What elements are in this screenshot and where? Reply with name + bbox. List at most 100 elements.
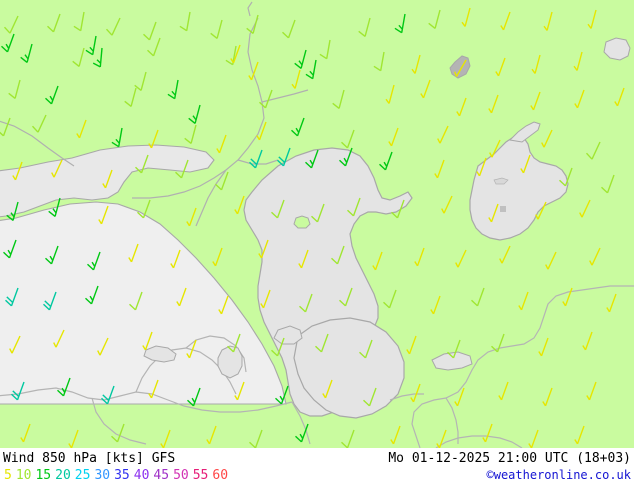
barb-shaft [252, 14, 259, 34]
wind-barb [373, 51, 385, 72]
island-peninsula [508, 121, 541, 143]
barb-flag [601, 186, 608, 194]
wind-barb [216, 134, 227, 154]
barb-flag [311, 215, 318, 223]
barb-shaft [250, 61, 259, 81]
wind-barb [277, 147, 291, 167]
barb-shaft [457, 249, 467, 268]
wind-barb [545, 251, 557, 270]
barb-shaft [520, 291, 529, 311]
wind-barb [520, 154, 531, 174]
wind-barb [260, 289, 271, 309]
barb-shaft [616, 87, 625, 107]
barb-shaft [490, 94, 499, 114]
wind-barb [315, 333, 329, 353]
wind-barb [538, 337, 549, 357]
wind-barb [187, 387, 201, 407]
wind-barb [587, 9, 597, 29]
barb-shaft [104, 169, 113, 189]
barb-shaft [414, 54, 421, 74]
sea-region-north [0, 144, 215, 218]
barb-flag [279, 395, 284, 401]
wind-barb [579, 199, 591, 218]
barb-shaft [92, 35, 97, 55]
wind-barb [57, 377, 71, 397]
barb-shaft [220, 295, 229, 315]
barb-flag [585, 152, 593, 160]
barb-flag [589, 260, 593, 266]
barb-shaft [140, 71, 147, 91]
wind-barb [128, 243, 139, 263]
border-south-central [291, 401, 311, 445]
barb-shaft [254, 149, 263, 169]
barb-shaft [364, 17, 371, 37]
wind-barb [6, 201, 19, 221]
barb-shaft [368, 387, 377, 407]
barb-flag [142, 345, 147, 351]
barb-flag [332, 102, 340, 109]
barb-shaft [392, 425, 401, 445]
barb-flag [542, 401, 547, 407]
barb-flag [160, 443, 165, 448]
barb-shaft [70, 429, 79, 448]
barb-flag [545, 264, 549, 270]
barb-shaft [50, 245, 59, 265]
weather-map[interactable] [0, 0, 634, 448]
barb-flag [175, 171, 182, 179]
barb-shaft [9, 15, 19, 34]
barb-flag [383, 161, 388, 167]
barb-shaft [384, 151, 393, 171]
barb-flag [258, 253, 263, 259]
barb-flag [191, 397, 196, 403]
barb-flag [282, 31, 289, 39]
barb-flag [111, 141, 120, 148]
barb-flag [87, 263, 94, 271]
wind-barb [359, 339, 373, 359]
barb-shaft [116, 423, 125, 443]
river-branch-south [195, 169, 227, 227]
wind-barb [206, 425, 217, 445]
legend-value-20: 20 [55, 468, 71, 483]
wind-barb [12, 161, 23, 181]
barb-shaft [564, 167, 573, 187]
barb-shaft [484, 423, 493, 443]
barb-flag [105, 28, 113, 36]
barb-flag [259, 101, 266, 109]
barb-flag [520, 168, 525, 174]
barb-flag [128, 257, 133, 263]
island-inner-mark [493, 177, 509, 185]
wind-barb [339, 287, 353, 307]
barb-flag [488, 108, 493, 114]
barb-shaft [214, 247, 223, 267]
wind-barb [332, 89, 345, 109]
barb-flag [8, 92, 16, 99]
barb-flag [111, 435, 118, 443]
wind-barb [45, 85, 59, 105]
border-southeast [435, 435, 523, 448]
barb-shaft [287, 19, 296, 39]
barb-flag [491, 345, 498, 353]
barb-flag [31, 125, 39, 133]
barb-shaft [260, 239, 269, 259]
wind-barb [391, 199, 405, 219]
barb-flag [92, 62, 101, 68]
wind-barb [436, 429, 447, 448]
barb-shaft [232, 44, 241, 64]
barb-flag [10, 212, 15, 218]
barb-shaft [364, 339, 373, 359]
barb-flag [363, 399, 370, 407]
barb-flag [3, 251, 10, 259]
wind-barb [388, 127, 399, 147]
barb-flag [184, 137, 192, 144]
barb-shaft [352, 197, 361, 217]
legend-value-50: 50 [173, 468, 189, 483]
wind-barb [488, 203, 499, 223]
wind-barb [291, 69, 301, 89]
barb-shaft [258, 121, 267, 141]
barb-flag [347, 209, 354, 217]
wind-barb [347, 197, 361, 217]
barb-shaft [90, 285, 99, 305]
inland-lake-southwest [217, 345, 243, 379]
barb-flag [61, 387, 66, 393]
